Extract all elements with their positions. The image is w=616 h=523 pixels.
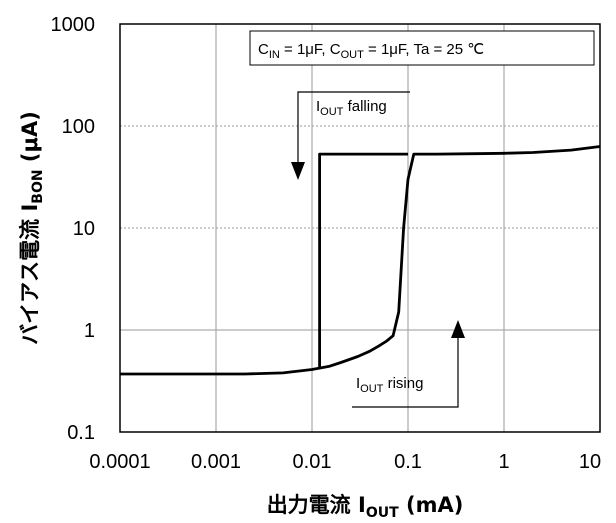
curves: [120, 145, 601, 376]
x-tick-label: 0.01: [293, 451, 332, 473]
y-tick-labels: 0.1 1 10 100 1000: [51, 14, 96, 444]
arrow-down-icon: [291, 162, 305, 180]
y-tick-label: 0.1: [67, 422, 95, 444]
annotation-falling-label: IOUT falling: [316, 98, 387, 118]
x-tick-labels: 0.0001 0.001 0.01 0.1 1 10: [89, 451, 601, 473]
x-axis-title: 出力電流 IOUT (mA): [267, 493, 464, 521]
x-tick-label: 0.0001: [89, 451, 150, 473]
x-tick-label: 0.1: [394, 451, 422, 473]
x-tick-label: 10: [579, 451, 601, 473]
condition-label: CIN = 1μF, COUT = 1μF, Ta = 25 ℃: [258, 41, 484, 61]
y-tick-label: 10: [73, 218, 95, 240]
arrow-up-icon: [451, 320, 465, 338]
plot-border: [119, 23, 601, 433]
x-tick-label: 0.001: [191, 451, 241, 473]
y-tick-label: 100: [62, 116, 95, 138]
series-line-1: [318, 152, 408, 369]
x-tick-label: 1: [498, 451, 509, 473]
series-line-0: [120, 145, 601, 376]
annotation-rising: IOUT rising: [352, 320, 465, 408]
y-tick-label: 1000: [51, 14, 96, 36]
annotation-rising-label: IOUT rising: [356, 375, 423, 395]
y-tick-label: 1: [84, 320, 95, 342]
annotation-falling: IOUT falling: [291, 91, 410, 180]
condition-box: CIN = 1μF, COUT = 1μF, Ta = 25 ℃: [249, 30, 595, 66]
y-axis-title: バイアス電流 IBON (μA): [18, 111, 46, 345]
